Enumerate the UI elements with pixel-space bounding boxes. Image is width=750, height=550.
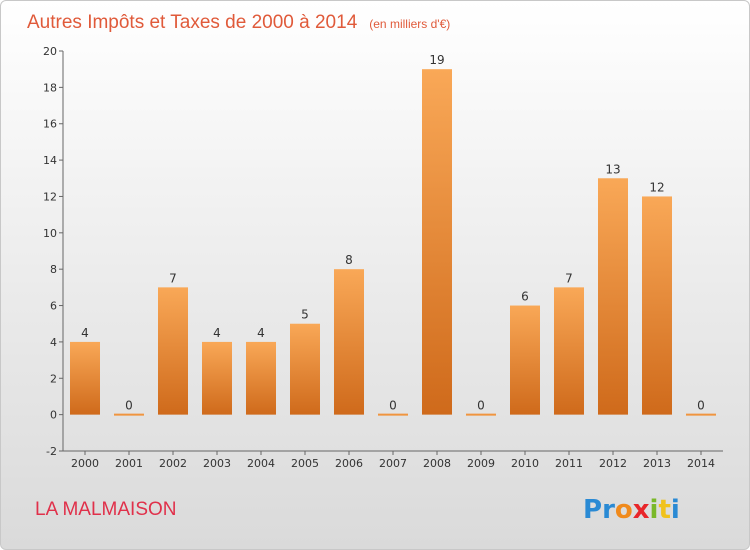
x-tick-label: 2011 [555, 457, 583, 470]
logo-letter: t [658, 495, 670, 525]
chart-title: Autres Impôts et Taxes de 2000 à 2014 (e… [27, 12, 450, 33]
bar-value-label: 6 [521, 290, 529, 304]
logo-letter: P [583, 495, 602, 525]
proxiti-logo: Proxiti [583, 495, 680, 525]
x-tick-label: 2008 [423, 457, 451, 470]
x-tick-label: 2007 [379, 457, 407, 470]
bar [466, 413, 496, 416]
y-tick-label: -2 [46, 445, 57, 458]
x-tick-label: 2006 [335, 457, 363, 470]
chart-title-unit: (en milliers d'€) [369, 17, 450, 31]
bar-value-label: 7 [169, 271, 177, 285]
bar-value-label: 8 [345, 253, 353, 267]
bar [554, 287, 584, 415]
bar-value-label: 0 [125, 399, 133, 413]
bars: 4 0 7 4 4 5 8 0 19 0 6 7 13 12 0 [70, 53, 716, 416]
y-tick-label: 2 [50, 372, 57, 385]
bar [598, 178, 628, 415]
x-tick-label: 2012 [599, 457, 627, 470]
bar [246, 341, 276, 415]
bar [114, 413, 144, 416]
bar [642, 196, 672, 415]
y-tick-label: 18 [43, 81, 57, 94]
x-tick-label: 2013 [643, 457, 671, 470]
bar-value-label: 13 [605, 162, 620, 176]
commune-name: LA MALMAISON [35, 499, 177, 520]
bar [686, 413, 716, 416]
bar-value-label: 5 [301, 308, 309, 322]
y-tick-label: 16 [43, 118, 57, 131]
y-tick-label: 12 [43, 190, 57, 203]
chart-title-main: Autres Impôts et Taxes de 2000 à 2014 [27, 12, 358, 33]
x-tick-label: 2004 [247, 457, 275, 470]
x-tick-label: 2003 [203, 457, 231, 470]
bar-value-label: 0 [477, 399, 485, 413]
logo-letter: i [671, 495, 680, 525]
bar-value-label: 0 [389, 399, 397, 413]
logo-letter: i [650, 495, 659, 525]
bar-value-label: 7 [565, 271, 573, 285]
bar-value-label: 4 [81, 326, 89, 340]
x-tick-label: 2005 [291, 457, 319, 470]
x-tick-label: 2001 [115, 457, 143, 470]
y-tick-label: 4 [50, 336, 57, 349]
y-tick-label: 6 [50, 300, 57, 313]
bar [334, 269, 364, 415]
x-tick-label: 2010 [511, 457, 539, 470]
bar [378, 413, 408, 416]
bar [510, 305, 540, 415]
logo-letter: r [602, 495, 615, 525]
bar-value-label: 0 [697, 399, 705, 413]
axes: -2 0 2 4 6 8 10 12 14 16 18 20 2000 2001 2002 2003 2004 2… [43, 45, 723, 470]
bar-value-label: 4 [213, 326, 221, 340]
logo-letter: o [615, 495, 633, 525]
bar [422, 69, 452, 415]
x-tick-label: 2000 [71, 457, 99, 470]
y-tick-label: 10 [43, 227, 57, 240]
bar [158, 287, 188, 415]
bar-value-label: 19 [429, 53, 444, 67]
x-tick-label: 2002 [159, 457, 187, 470]
x-tick-label: 2009 [467, 457, 495, 470]
logo-letter: x [633, 495, 650, 525]
y-tick-label: 14 [43, 154, 57, 167]
bar [290, 323, 320, 415]
bar-value-label: 4 [257, 326, 265, 340]
x-tick-label: 2014 [687, 457, 715, 470]
y-tick-label: 0 [50, 409, 57, 422]
bar [202, 341, 232, 415]
bar-value-label: 12 [649, 180, 664, 194]
bar [70, 341, 100, 415]
y-tick-label: 20 [43, 45, 57, 58]
y-tick-label: 8 [50, 263, 57, 276]
